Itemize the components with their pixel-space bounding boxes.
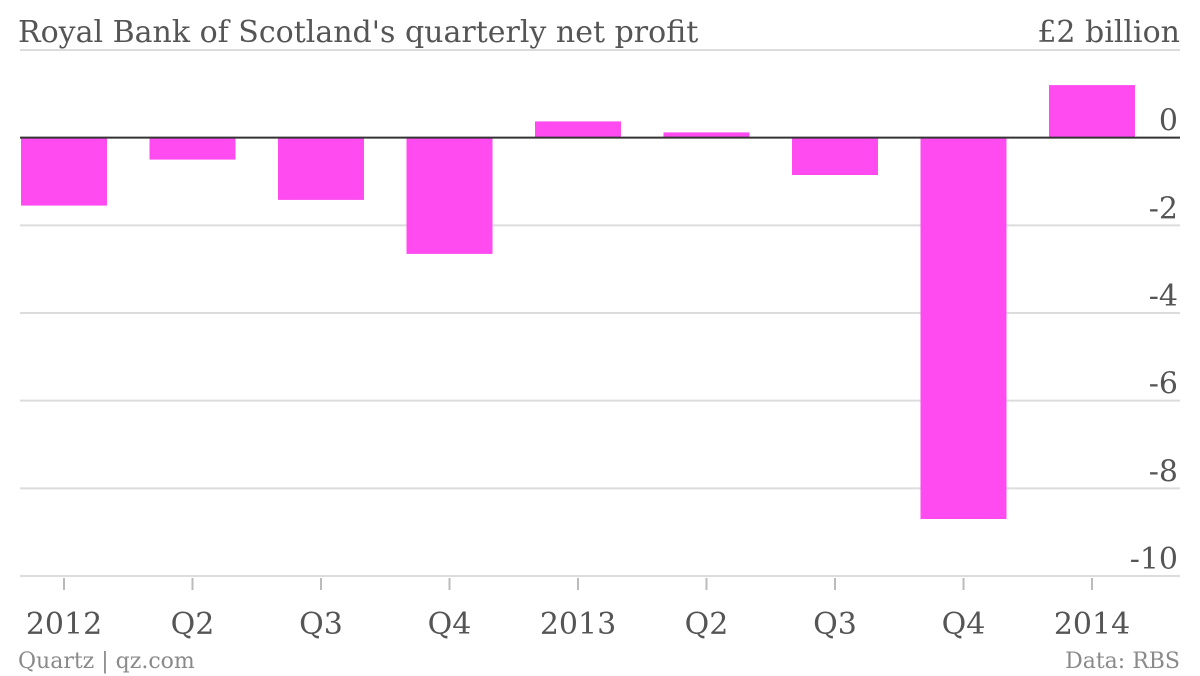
chart-title: Royal Bank of Scotland's quarterly net p…	[18, 15, 698, 50]
source-credit: Quartz | qz.com	[18, 649, 195, 674]
y-tick-label: -6	[1149, 367, 1178, 402]
data-source: Data: RBS	[1065, 649, 1180, 674]
unit-label: £2 billion	[1037, 15, 1180, 50]
x-tick-label: Q3	[813, 607, 857, 642]
bar	[920, 137, 1007, 519]
y-tick-label: -4	[1149, 279, 1178, 314]
bar	[1049, 85, 1135, 138]
bar	[149, 137, 236, 160]
y-tick-label: 0	[1159, 104, 1178, 139]
bar	[535, 121, 621, 138]
bar	[792, 137, 878, 175]
bars	[21, 85, 1135, 519]
bar	[278, 137, 364, 200]
y-tick-label: -8	[1149, 454, 1178, 489]
x-axis-ticks: 2012 Q2 Q3 Q4 2013 Q2 Q3 Q4 2014	[26, 578, 1130, 642]
gridlines	[20, 49, 1180, 577]
x-tick-label: Q4	[428, 607, 472, 642]
x-tick-label: Q3	[299, 607, 343, 642]
y-tick-label: -10	[1130, 542, 1178, 577]
bar	[21, 137, 107, 206]
x-tick-label: 2013	[540, 607, 616, 642]
x-tick-label: Q2	[171, 607, 215, 642]
x-tick-label: Q2	[685, 607, 729, 642]
bar	[406, 137, 493, 254]
y-tick-label: -2	[1149, 191, 1178, 226]
y-axis-ticks: 0 -2 -4 -6 -8 -10	[1130, 104, 1178, 577]
x-tick-label: 2012	[26, 607, 102, 642]
x-tick-label: 2014	[1054, 607, 1130, 642]
x-tick-label: Q4	[942, 607, 986, 642]
bar	[663, 132, 750, 138]
